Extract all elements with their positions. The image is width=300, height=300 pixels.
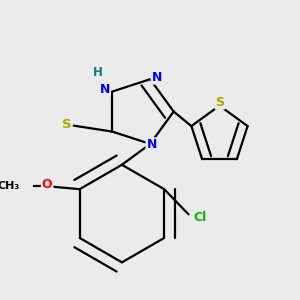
Text: S: S [216,96,225,109]
Text: H: H [93,66,103,79]
Text: N: N [146,138,157,151]
Text: CH₃: CH₃ [0,181,20,191]
Text: S: S [61,118,71,131]
Text: N: N [100,83,110,96]
Text: O: O [42,178,52,191]
Text: N: N [152,71,162,84]
Text: Cl: Cl [194,211,207,224]
